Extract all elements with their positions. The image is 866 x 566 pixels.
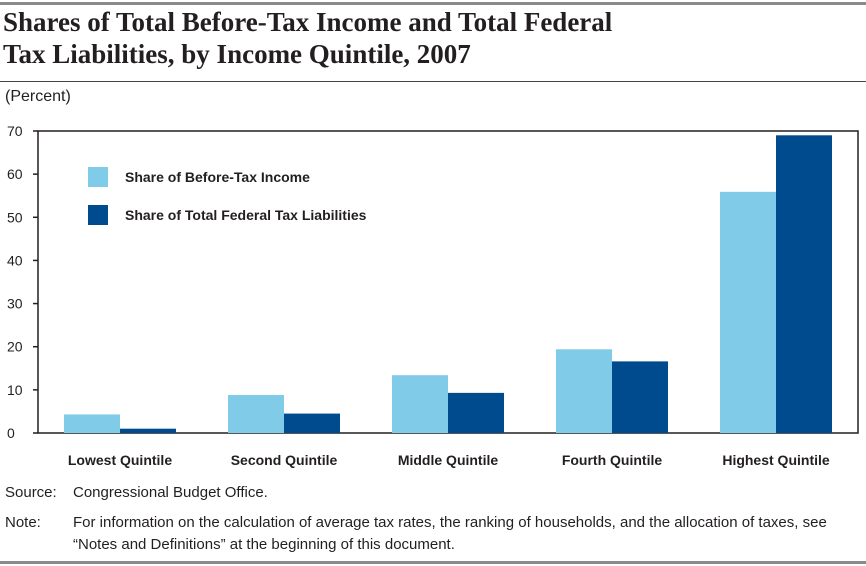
bar-tax-5 <box>776 135 832 434</box>
y-tick-label: 20 <box>7 339 23 355</box>
bottom-rule <box>0 561 866 564</box>
x-tick-label: Lowest Quintile <box>68 452 172 468</box>
title-rule <box>0 81 866 82</box>
bar-income-3 <box>392 375 448 433</box>
x-tick-label: Fourth Quintile <box>562 452 663 468</box>
bar-income-2 <box>228 395 284 433</box>
x-tick-label: Middle Quintile <box>398 452 499 468</box>
title-line-1: Shares of Total Before-Tax Income and To… <box>3 7 613 37</box>
x-tick-label: Highest Quintile <box>722 452 830 468</box>
y-tick-label: 30 <box>7 296 23 312</box>
bar-income-5 <box>720 191 776 433</box>
source-text: Congressional Budget Office. <box>73 484 268 501</box>
x-tick-label: Second Quintile <box>231 452 338 468</box>
bar-income-1 <box>64 414 120 433</box>
legend-label: Share of Before-Tax Income <box>125 169 310 185</box>
top-rule <box>0 2 866 5</box>
note-text: For information on the calculation of av… <box>73 514 827 553</box>
unit-label: (Percent) <box>5 88 71 105</box>
note-line: Note: For information on the calculation … <box>5 512 858 556</box>
chart-title: Shares of Total Before-Tax Income and To… <box>3 6 863 70</box>
bar-tax-4 <box>612 361 668 433</box>
legend-label: Share of Total Federal Tax Liabilities <box>125 207 367 223</box>
bar-tax-1 <box>120 428 176 433</box>
y-tick-label: 0 <box>7 425 15 441</box>
bar-income-4 <box>556 349 612 433</box>
y-tick-label: 60 <box>7 166 23 182</box>
y-tick-label: 40 <box>7 252 23 268</box>
bar-tax-2 <box>284 413 340 433</box>
y-tick-label: 70 <box>7 123 23 139</box>
legend-swatch <box>88 167 108 187</box>
note-label: Note: <box>5 514 41 531</box>
source-label: Source: <box>5 484 57 501</box>
y-tick-label: 10 <box>7 382 23 398</box>
source-line: Source: Congressional Budget Office. <box>5 482 858 504</box>
title-line-2: Tax Liabilities, by Income Quintile, 200… <box>3 39 471 69</box>
y-tick-label: 50 <box>7 209 23 225</box>
bar-chart: 0 10 20 30 40 50 60 70 Lowest Quintile Second Qui… <box>7 123 859 468</box>
legend-swatch <box>88 205 108 225</box>
bar-tax-3 <box>448 392 504 433</box>
